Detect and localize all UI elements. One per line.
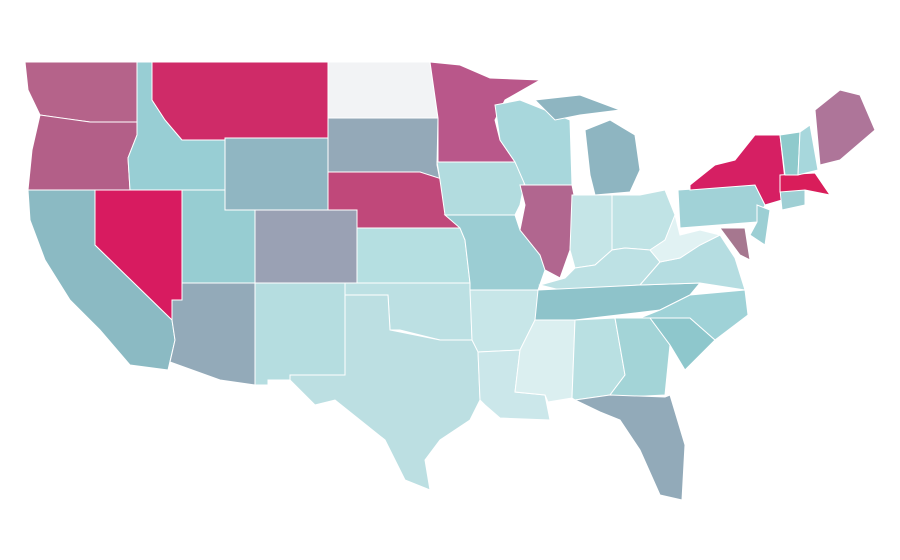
state (327, 117, 441, 181)
state (429, 61, 542, 163)
state (573, 394, 686, 501)
state (327, 61, 439, 119)
state (533, 94, 641, 196)
state (779, 172, 832, 196)
state (356, 227, 471, 284)
state (814, 89, 876, 166)
state (289, 294, 481, 491)
state (649, 213, 722, 263)
state (27, 114, 138, 191)
state (224, 137, 329, 211)
state (677, 184, 766, 229)
state (24, 61, 138, 123)
state (519, 184, 576, 279)
state (169, 282, 256, 386)
state (719, 227, 751, 261)
state (749, 204, 771, 246)
state (254, 209, 358, 284)
state (436, 161, 526, 216)
state (797, 124, 819, 176)
state (639, 289, 749, 341)
state (151, 61, 329, 141)
state (254, 282, 346, 386)
